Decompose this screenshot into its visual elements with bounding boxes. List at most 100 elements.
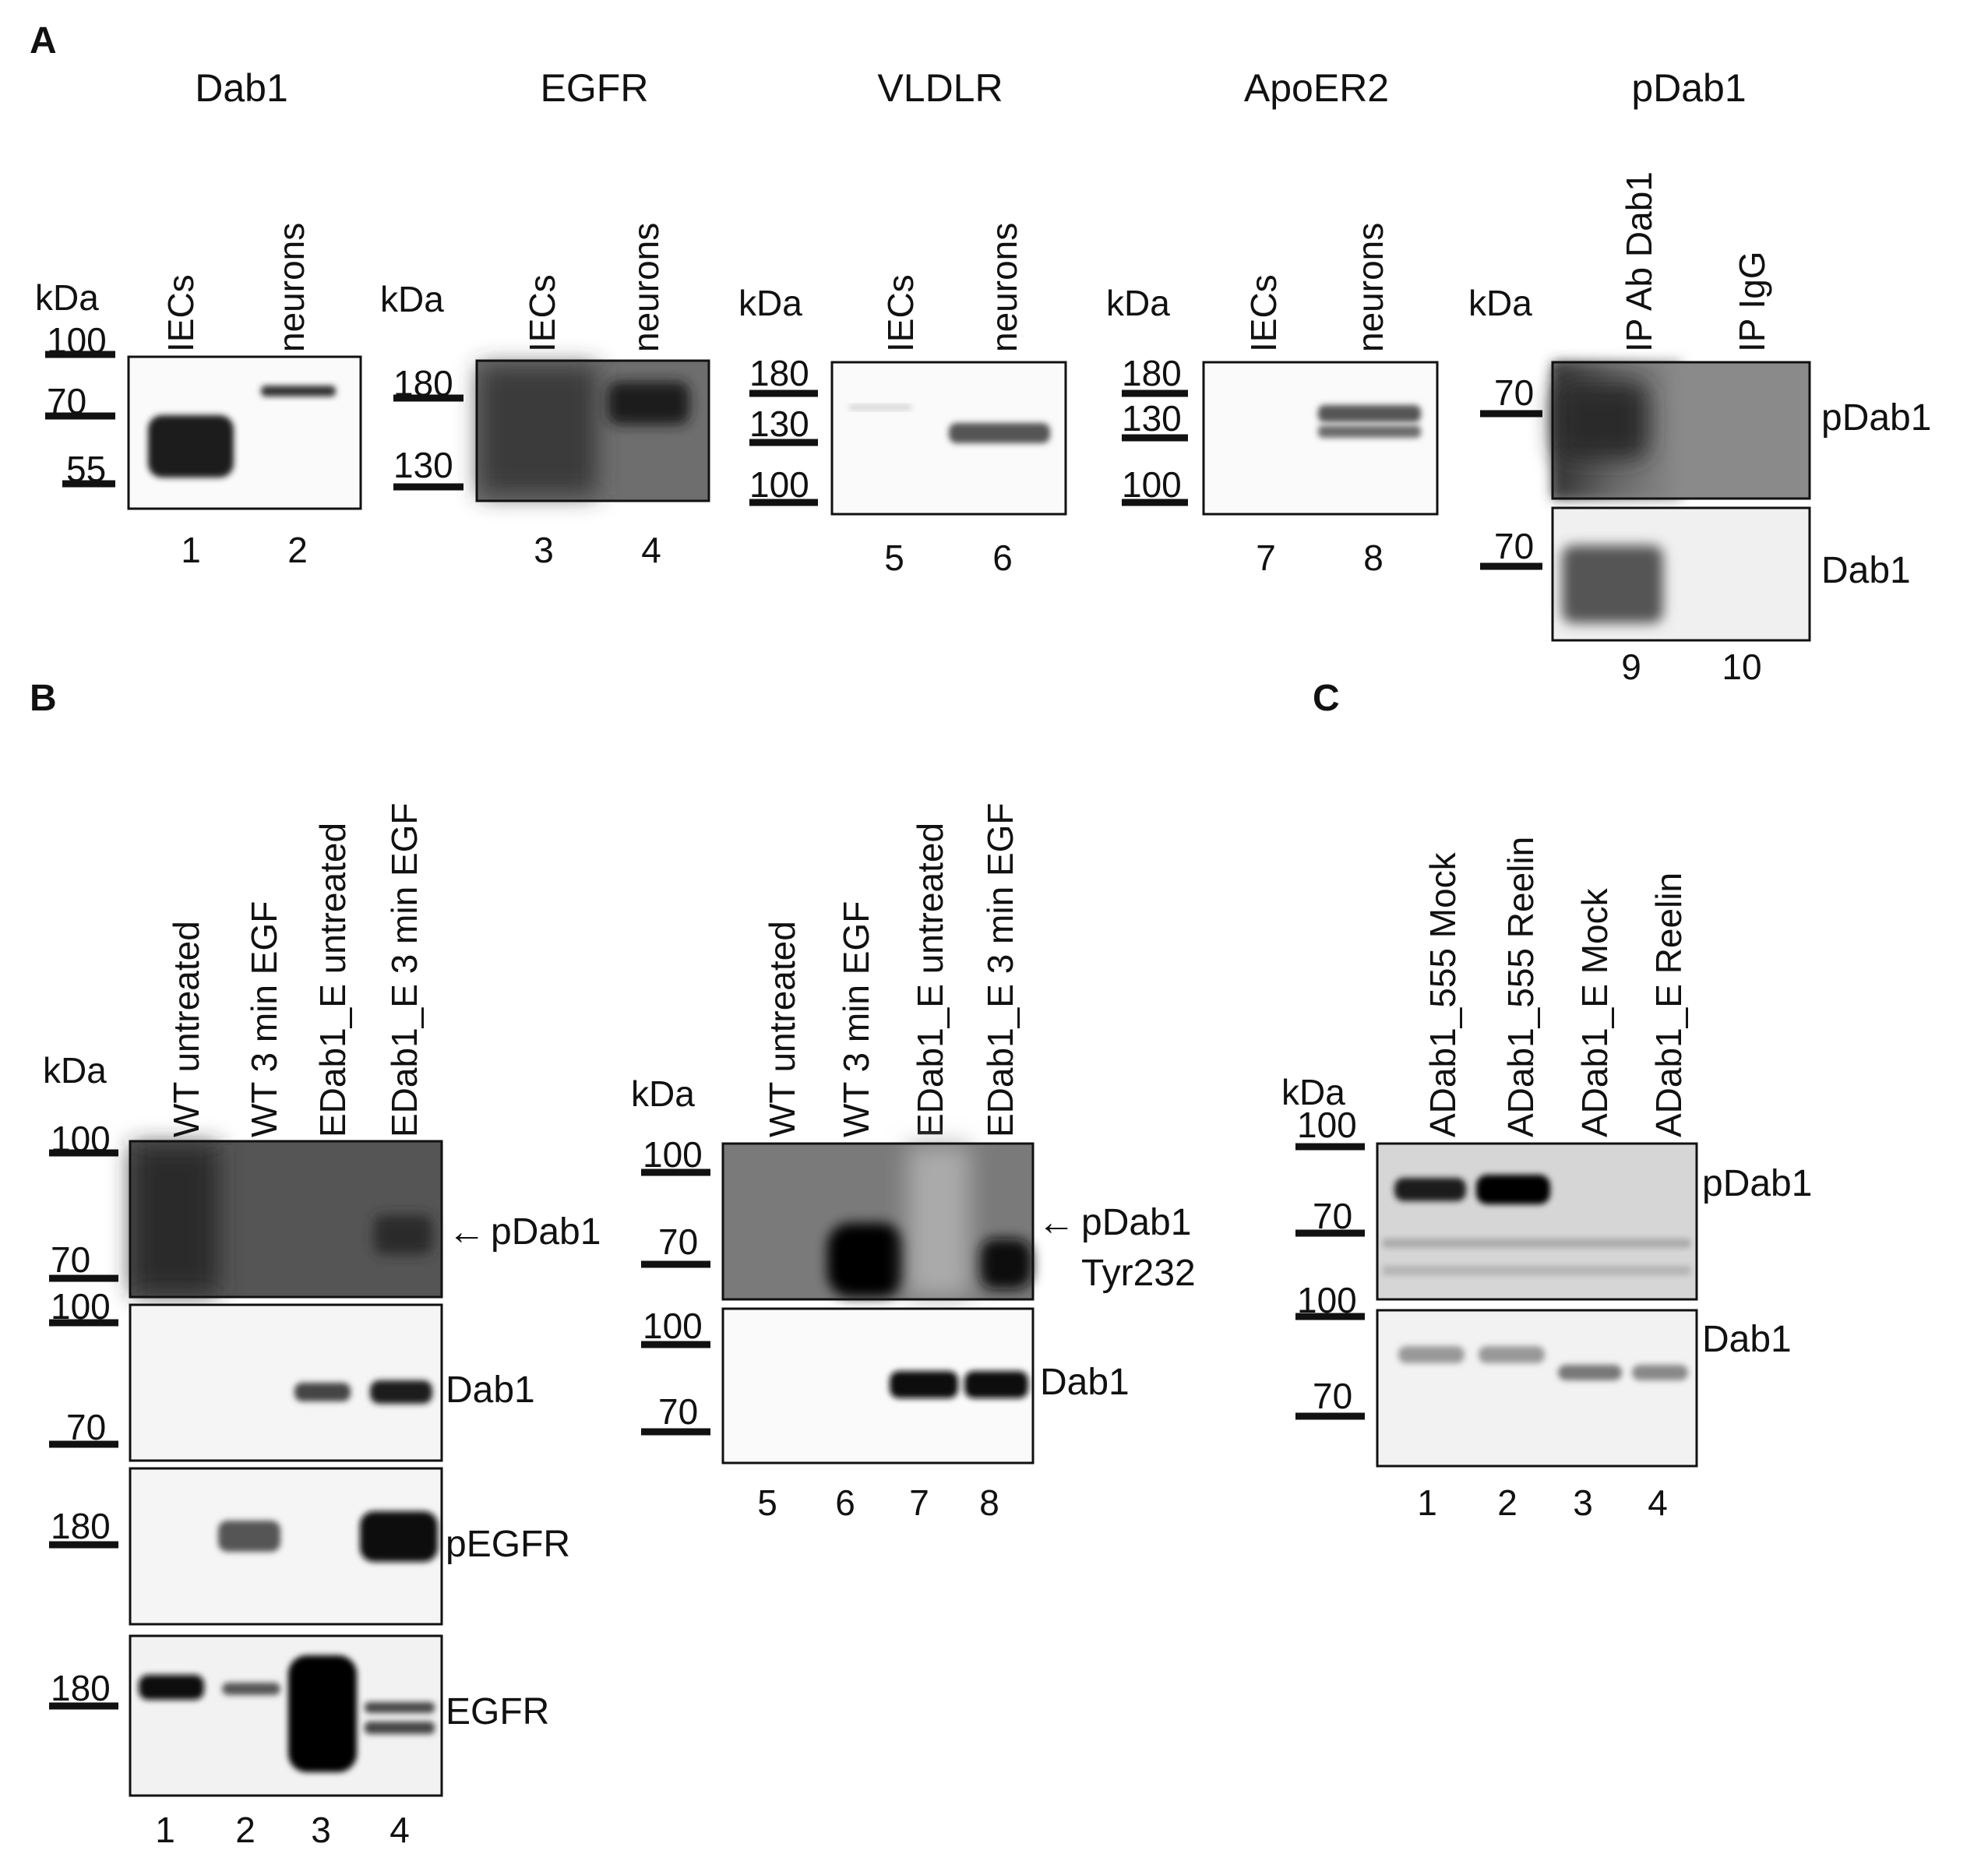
band [1394, 1178, 1466, 1201]
mw-marker: 70 [658, 1221, 698, 1262]
blot-frame [129, 1467, 443, 1626]
band [374, 1215, 432, 1254]
kda-label: kDa [35, 277, 99, 318]
lane-label: IECs [880, 274, 921, 352]
lane-label: IECs [522, 274, 562, 352]
mw-marker: 70 [1313, 1196, 1352, 1236]
lane-label: neurons [1350, 223, 1391, 352]
lane-label: ADab1_E Reelin [1648, 872, 1689, 1137]
lane-label: neurons [271, 223, 312, 352]
lane-label: neurons [626, 223, 666, 352]
blot-frame [1376, 1309, 1698, 1468]
blot-frame [830, 361, 1067, 516]
panel-label-b: B [30, 678, 57, 719]
kda-label: kDa [1281, 1072, 1345, 1112]
lane-number: 5 [757, 1482, 777, 1523]
row-label: Dab1 [1040, 1362, 1130, 1403]
mw-marker: 180 [1122, 353, 1182, 393]
lane-number: 8 [1363, 538, 1383, 578]
lane-number: 10 [1722, 647, 1761, 687]
row-label: pDab1 [1081, 1202, 1191, 1243]
mw-marker: 70 [658, 1391, 698, 1432]
band [1555, 382, 1648, 460]
lane-number: 4 [641, 530, 661, 570]
lane-number: 7 [1256, 538, 1276, 578]
band [370, 1380, 432, 1404]
lane-label: EDab1_E untreated [312, 823, 353, 1137]
band [148, 415, 234, 478]
mw-marker: 100 [1122, 464, 1182, 505]
row-label: pDab1 [1821, 397, 1931, 439]
band [365, 1702, 435, 1713]
mw-marker: 130 [1122, 398, 1182, 439]
band [1479, 1346, 1545, 1363]
blot-frame [129, 1303, 443, 1462]
mw-marker: 70 [1494, 372, 1534, 413]
lane-label: WT untreated [762, 921, 802, 1137]
blot-a-vldlr: VLDLR kDa IECs neurons 180 130 100 5 6 [738, 66, 1067, 578]
band [218, 1521, 280, 1552]
lane-label: EDab1_E untreated [910, 823, 950, 1137]
mw-marker: 180 [749, 353, 809, 393]
blot-frame [127, 355, 362, 510]
blot-title: Dab1 [195, 66, 288, 110]
lane-number: 1 [181, 530, 201, 570]
kda-label: kDa [43, 1050, 107, 1091]
row-label: EGFR [446, 1691, 549, 1732]
lane-label: ADab1_E Mock [1574, 887, 1615, 1137]
band [849, 405, 911, 410]
panel-label-c: C [1313, 678, 1340, 719]
mw-marker: 100 [643, 1306, 703, 1346]
blot-title: VLDLR [877, 66, 1003, 110]
band [1383, 1239, 1690, 1248]
blot-c: kDa ADab1_555 Mock ADab1_555 Reelin ADab… [1281, 837, 1812, 1523]
blot-frame [1376, 1142, 1698, 1301]
lane-number: 6 [992, 538, 1013, 578]
lane-number: 5 [884, 538, 904, 578]
band [139, 1675, 204, 1700]
lane-number: 1 [155, 1810, 175, 1850]
blot-membrane [1377, 1144, 1697, 1299]
blot-frame [129, 1634, 443, 1797]
mw-marker: 130 [393, 445, 453, 485]
lane-number: 4 [389, 1810, 410, 1850]
blot-title: ApoER2 [1244, 66, 1389, 110]
mw-marker: 70 [66, 1407, 106, 1447]
lane-label: IECs [160, 274, 201, 352]
lane-number: 1 [1417, 1482, 1437, 1523]
row-label: pEGFR [446, 1524, 570, 1565]
lane-label: IP IgG [1732, 251, 1772, 352]
mw-marker: 130 [749, 404, 809, 444]
blot-frame [1202, 361, 1439, 516]
lane-label: neurons [984, 223, 1024, 352]
band [480, 366, 597, 495]
mw-marker: 100 [643, 1134, 703, 1175]
blot-b-left: kDa WT untreated WT 3 min EGF EDab1_E un… [43, 802, 601, 1850]
band [294, 1383, 351, 1401]
blot-a-egfr: EGFR kDa IECs neurons 180 130 3 4 [380, 66, 710, 570]
lane-label: WT 3 min EGF [244, 901, 284, 1137]
row-label: pDab1 [491, 1211, 601, 1253]
band [132, 1145, 218, 1293]
band [365, 1722, 435, 1734]
blot-title: EGFR [541, 66, 649, 110]
blot-frame [1551, 506, 1811, 642]
lane-label: WT 3 min EGF [836, 901, 876, 1137]
blot-frame [721, 1307, 1035, 1465]
lane-number: 3 [311, 1810, 331, 1850]
lane-number: 4 [1648, 1482, 1668, 1523]
lane-number: 7 [909, 1482, 929, 1523]
lane-number: 6 [835, 1482, 855, 1523]
band [1562, 545, 1663, 623]
lane-number: 3 [534, 530, 554, 570]
band [1558, 1365, 1622, 1380]
lane-number: 3 [1573, 1482, 1593, 1523]
band [978, 1239, 1032, 1289]
band [288, 1655, 357, 1772]
mw-marker: 70 [1494, 526, 1534, 566]
blot-membrane [1204, 362, 1437, 514]
lane-label: ADab1_555 Mock [1422, 851, 1463, 1137]
band [1383, 1266, 1690, 1275]
lane-label: WT untreated [166, 921, 206, 1137]
